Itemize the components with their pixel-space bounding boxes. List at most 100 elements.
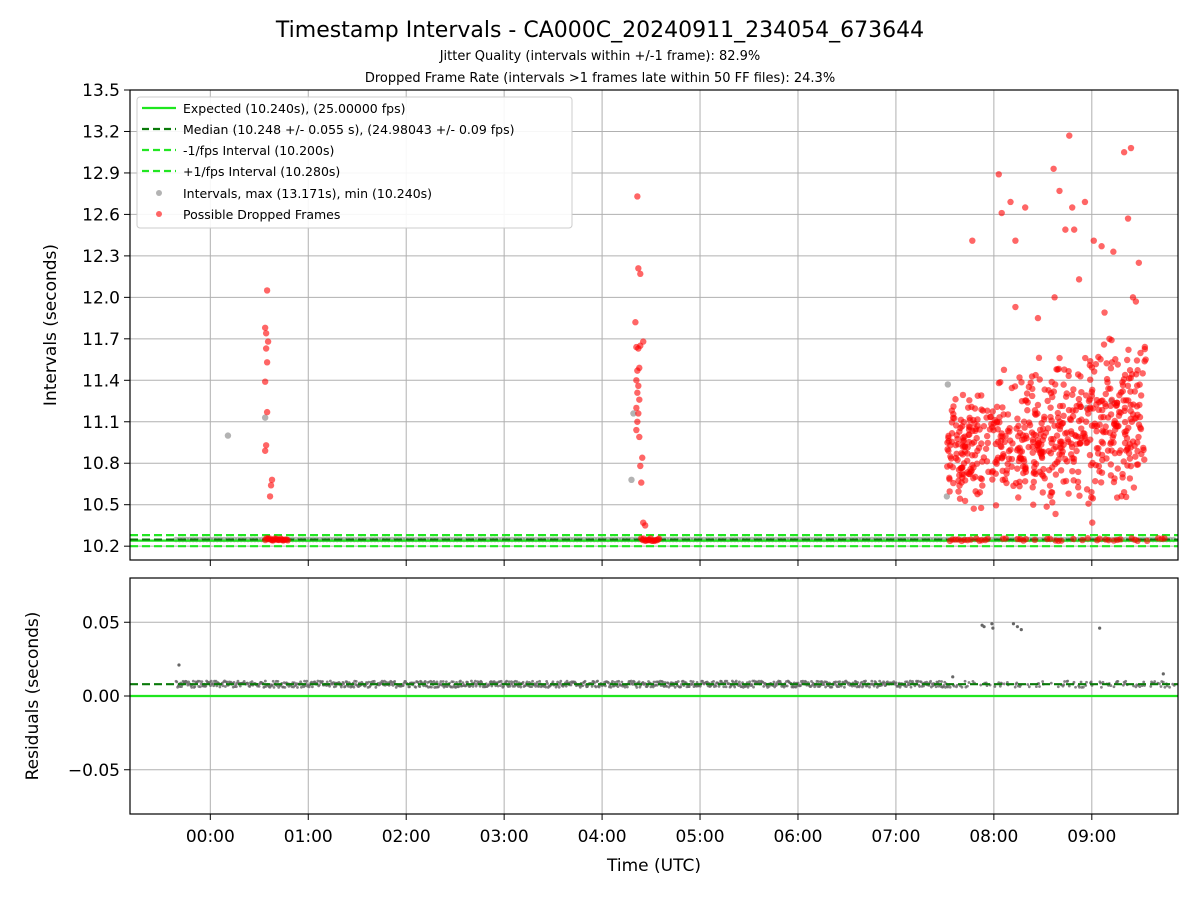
residual-point: [537, 685, 541, 688]
dropped-frame-point: [1065, 490, 1072, 497]
x-tick-label: 07:00: [871, 827, 920, 847]
dropped-frame-point: [1131, 388, 1139, 395]
dropped-frame-point: [1022, 465, 1029, 472]
dropped-frame-point: [1073, 402, 1080, 410]
chart-subtitle-jitter: Jitter Quality (intervals within +/-1 fr…: [439, 49, 761, 64]
residual-point: [727, 682, 731, 686]
dropped-frame-point: [1091, 368, 1098, 375]
residual-point: [824, 685, 827, 689]
residual-point: [731, 680, 735, 684]
residual-point: [232, 680, 236, 684]
dropped-frame-point: [1005, 447, 1013, 455]
dropped-frame-point: [1098, 469, 1106, 476]
residual-point: [946, 685, 950, 689]
residual-point: [952, 684, 956, 688]
dropped-frame-point: [1114, 361, 1121, 368]
legend-dropped-label: Possible Dropped Frames: [183, 207, 340, 222]
dropped-frame-point: [964, 469, 971, 476]
dropped-frame-point: [1022, 535, 1030, 543]
dropped-frame-point: [966, 397, 973, 404]
residual-point: [1063, 680, 1066, 683]
residual-point: [637, 680, 641, 684]
residual-point: [557, 685, 561, 689]
intervals-ticks: 10.2 10.5 10.8 11.1 11.4 11.7 12.0 12.3 12.6 12.9…: [82, 81, 1093, 566]
dropped-frame-point: [952, 454, 960, 462]
dropped-frame-point: [1022, 397, 1029, 404]
residual-point: [250, 680, 254, 684]
intervals-y-tick-label: 10.8: [82, 454, 120, 474]
residual-point: [507, 680, 511, 684]
dropped-frame-point: [1106, 335, 1113, 343]
dropped-frame-point: [961, 497, 969, 505]
x-tick-label: 04:00: [578, 827, 627, 847]
residual-point: [193, 685, 197, 689]
dropped-frame-point: [263, 287, 271, 294]
dropped-frame-point: [1126, 440, 1133, 448]
dropped-frame-point: [1076, 440, 1084, 447]
dropped-frame-point: [1070, 535, 1077, 543]
dropped-frame-point: [984, 535, 991, 542]
residual-point: [509, 680, 513, 684]
x-axis-label: Time (UTC): [606, 856, 701, 876]
residual-point: [478, 684, 482, 688]
dropped-frame-point: [953, 431, 960, 439]
dropped-frame-point: [263, 359, 271, 366]
dropped-frame-point: [1029, 392, 1036, 400]
residual-point: [343, 685, 347, 688]
dropped-frame-point: [1120, 397, 1127, 404]
residual-point: [982, 625, 986, 629]
dropped-frame-point: [1058, 537, 1065, 544]
dropped-frame-point: [959, 391, 967, 399]
residual-point: [177, 663, 181, 667]
residual-point: [505, 679, 509, 683]
dropped-frame-point: [1133, 461, 1141, 468]
dropped-frame-point: [1141, 345, 1149, 353]
residual-point: [909, 685, 913, 689]
dropped-frame-point: [983, 432, 991, 440]
residual-point: [1013, 685, 1017, 689]
residual-point: [538, 679, 542, 683]
dropped-frame-point: [1007, 198, 1014, 206]
dropped-frame-point: [1075, 395, 1083, 403]
residual-point: [218, 685, 222, 689]
residual-point: [717, 684, 721, 688]
residual-point: [535, 682, 538, 686]
residual-point: [725, 679, 729, 683]
residuals-plot: 00:00 01:00 02:00 03:00 04:00 05:00 06:00 07:00…: [23, 577, 1179, 876]
dropped-frame-point: [1048, 378, 1055, 386]
residual-point: [948, 685, 952, 689]
residual-point: [271, 679, 275, 683]
dropped-frame-point: [261, 447, 269, 454]
dropped-frame-point: [967, 536, 975, 543]
dropped-frame-point: [639, 454, 646, 461]
dropped-frame-point: [632, 319, 639, 326]
dropped-frame-point: [969, 461, 976, 469]
residual-point: [401, 684, 405, 687]
residual-point: [1163, 685, 1167, 689]
residual-point: [257, 684, 261, 688]
residual-point: [569, 683, 573, 687]
intervals-y-tick-label: 11.7: [82, 330, 120, 350]
residual-point: [416, 680, 420, 684]
residual-point: [712, 679, 715, 683]
residual-point: [967, 681, 971, 684]
dropped-frame-point: [1067, 416, 1075, 424]
dropped-frame-point: [1110, 248, 1117, 255]
residual-point: [466, 680, 469, 684]
residual-point: [1062, 683, 1066, 686]
dropped-frame-point: [637, 342, 644, 349]
dropped-frame-point: [1105, 536, 1112, 544]
dropped-frame-point: [1069, 391, 1076, 398]
intervals-y-tick-label: 12.6: [82, 205, 120, 225]
residuals-marks: [130, 622, 1178, 698]
dropped-frame-point: [268, 476, 276, 484]
residual-point: [1159, 685, 1163, 688]
residual-point: [321, 680, 324, 683]
dropped-frame-point: [1032, 470, 1039, 478]
dropped-frame-point: [992, 470, 999, 477]
dropped-frame-point: [1074, 484, 1082, 491]
x-tick-label: 09:00: [1067, 827, 1116, 847]
residual-point: [687, 685, 691, 689]
residual-point: [545, 679, 549, 683]
residual-point: [822, 683, 826, 686]
